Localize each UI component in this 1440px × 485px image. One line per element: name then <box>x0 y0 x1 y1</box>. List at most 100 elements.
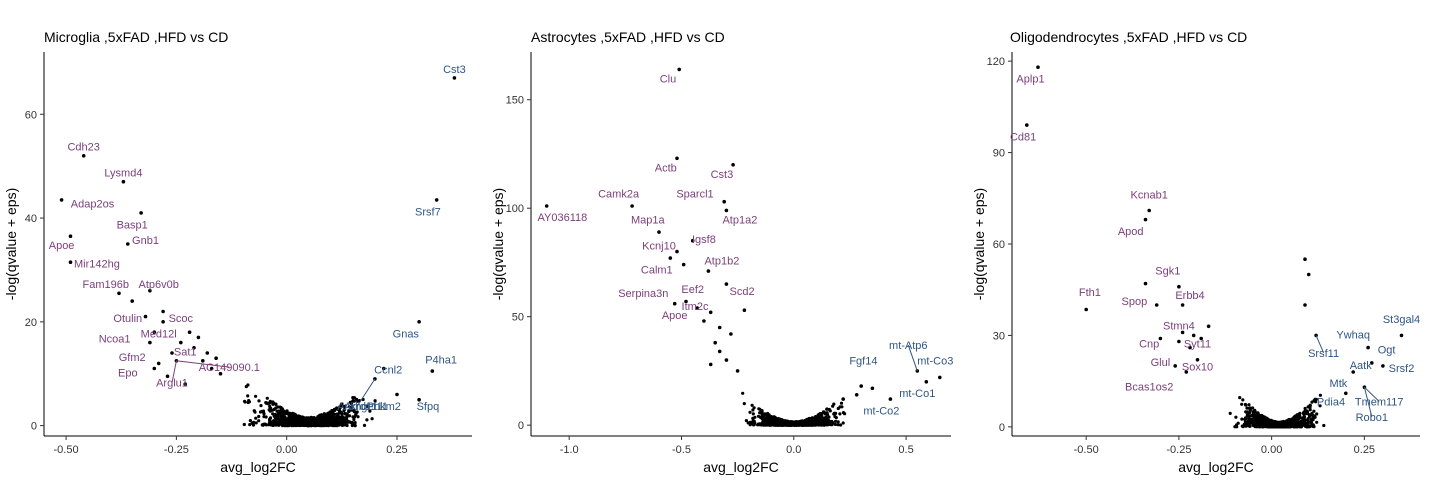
y-axis-label: -log(qvalue + eps) <box>971 188 987 300</box>
data-point <box>352 415 357 419</box>
data-point <box>724 208 729 213</box>
data-point <box>259 404 263 408</box>
data-point <box>831 421 835 425</box>
data-point <box>243 399 247 403</box>
data-point <box>1180 330 1185 335</box>
data-point <box>254 394 258 398</box>
data-point <box>1252 424 1256 428</box>
data-point <box>262 415 266 419</box>
data-point <box>1247 411 1252 415</box>
gene-label: Ogt <box>1378 345 1396 357</box>
data-point <box>271 421 275 425</box>
data-point <box>1236 421 1240 425</box>
data-point <box>695 306 699 310</box>
data-point <box>1158 336 1163 341</box>
data-point <box>341 423 345 427</box>
data-point <box>1177 339 1181 344</box>
gene-label: Ncoa1 <box>99 334 131 346</box>
data-point <box>139 211 143 215</box>
data-point <box>1280 424 1284 428</box>
data-point <box>322 416 326 420</box>
data-point <box>1287 417 1291 422</box>
data-point <box>283 416 287 420</box>
data-point <box>1250 413 1254 417</box>
data-point <box>201 359 205 363</box>
data-point <box>684 299 688 304</box>
data-point <box>1195 358 1200 362</box>
data-point <box>1288 424 1293 428</box>
data-point <box>417 397 421 402</box>
data-point <box>1191 333 1196 338</box>
data-point <box>825 407 829 411</box>
gene-label: Med12l <box>141 328 177 340</box>
data-point <box>156 361 161 366</box>
data-point <box>351 396 355 400</box>
data-point <box>335 412 339 416</box>
y-tick-label: 150 <box>506 95 524 107</box>
data-point <box>818 412 822 416</box>
data-point <box>751 412 755 416</box>
data-point <box>266 402 270 406</box>
data-point <box>347 405 351 409</box>
gene-label: Cst3 <box>443 64 466 76</box>
data-point <box>708 310 713 315</box>
gene-label: Ywhaq <box>1336 330 1370 342</box>
data-point <box>1315 420 1319 424</box>
data-point <box>1154 303 1159 307</box>
y-axis-label: -log(qvalue + eps) <box>3 188 19 300</box>
data-point <box>763 419 768 423</box>
data-point <box>313 419 317 423</box>
data-point <box>1243 402 1247 407</box>
data-point <box>434 198 439 202</box>
gene-label: Ccnl2 <box>374 365 402 377</box>
data-point <box>1256 411 1260 415</box>
gene-label: Sfpq <box>417 401 440 413</box>
data-point <box>248 423 252 427</box>
data-point <box>356 415 360 419</box>
gene-label: Actb <box>655 162 677 174</box>
gene-label: Syt11 <box>1184 339 1211 351</box>
data-point <box>214 356 218 361</box>
gene-label: Kcnj10 <box>642 240 676 252</box>
y-tick-label: 100 <box>506 203 524 215</box>
data-point <box>218 371 223 376</box>
gene-label: Cnp <box>1139 339 1159 351</box>
data-point <box>724 282 729 286</box>
data-point <box>827 407 832 412</box>
data-point <box>395 392 399 397</box>
data-point <box>841 411 846 415</box>
gene-label: Tmem117 <box>1355 397 1404 409</box>
gene-label: Atp1b2 <box>704 256 739 268</box>
data-point <box>81 154 86 158</box>
data-point <box>767 414 771 418</box>
gene-label: Sparcl1 <box>676 188 713 200</box>
data-point <box>278 405 282 409</box>
data-point <box>742 402 746 406</box>
data-point <box>279 411 284 415</box>
data-point <box>1173 364 1177 368</box>
data-point <box>370 417 374 421</box>
data-point <box>814 417 818 422</box>
data-point <box>269 406 273 410</box>
gene-label: P4ha1 <box>425 354 457 366</box>
data-point <box>327 418 331 422</box>
data-point <box>280 420 284 424</box>
data-point <box>1084 307 1088 312</box>
data-point <box>165 374 170 379</box>
data-point <box>1252 413 1257 417</box>
data-point <box>1295 420 1299 425</box>
data-point <box>257 414 261 419</box>
x-tick-label: -1.0 <box>560 444 579 456</box>
data-point <box>187 330 192 335</box>
data-point <box>242 422 246 427</box>
gene-label: Gfm2 <box>119 352 146 364</box>
data-point <box>657 230 661 234</box>
data-point <box>286 422 290 426</box>
data-point <box>336 421 340 425</box>
data-point <box>355 410 359 414</box>
data-point <box>1314 400 1318 404</box>
data-point <box>1025 123 1029 127</box>
data-point <box>253 410 257 414</box>
data-point <box>340 404 344 408</box>
